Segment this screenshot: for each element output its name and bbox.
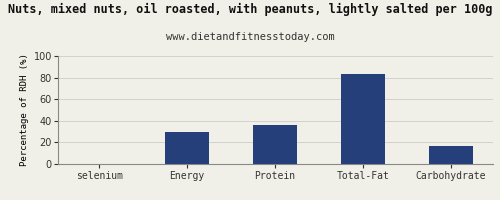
Text: www.dietandfitnesstoday.com: www.dietandfitnesstoday.com [166, 32, 334, 42]
Bar [165, 132, 209, 164]
Text: Nuts, mixed nuts, oil roasted, with peanuts, lightly salted per 100g: Nuts, mixed nuts, oil roasted, with pean… [8, 3, 492, 16]
Bar [253, 125, 297, 164]
Bar [429, 146, 472, 164]
Bar [341, 74, 385, 164]
Y-axis label: Percentage of RDH (%): Percentage of RDH (%) [20, 54, 30, 166]
